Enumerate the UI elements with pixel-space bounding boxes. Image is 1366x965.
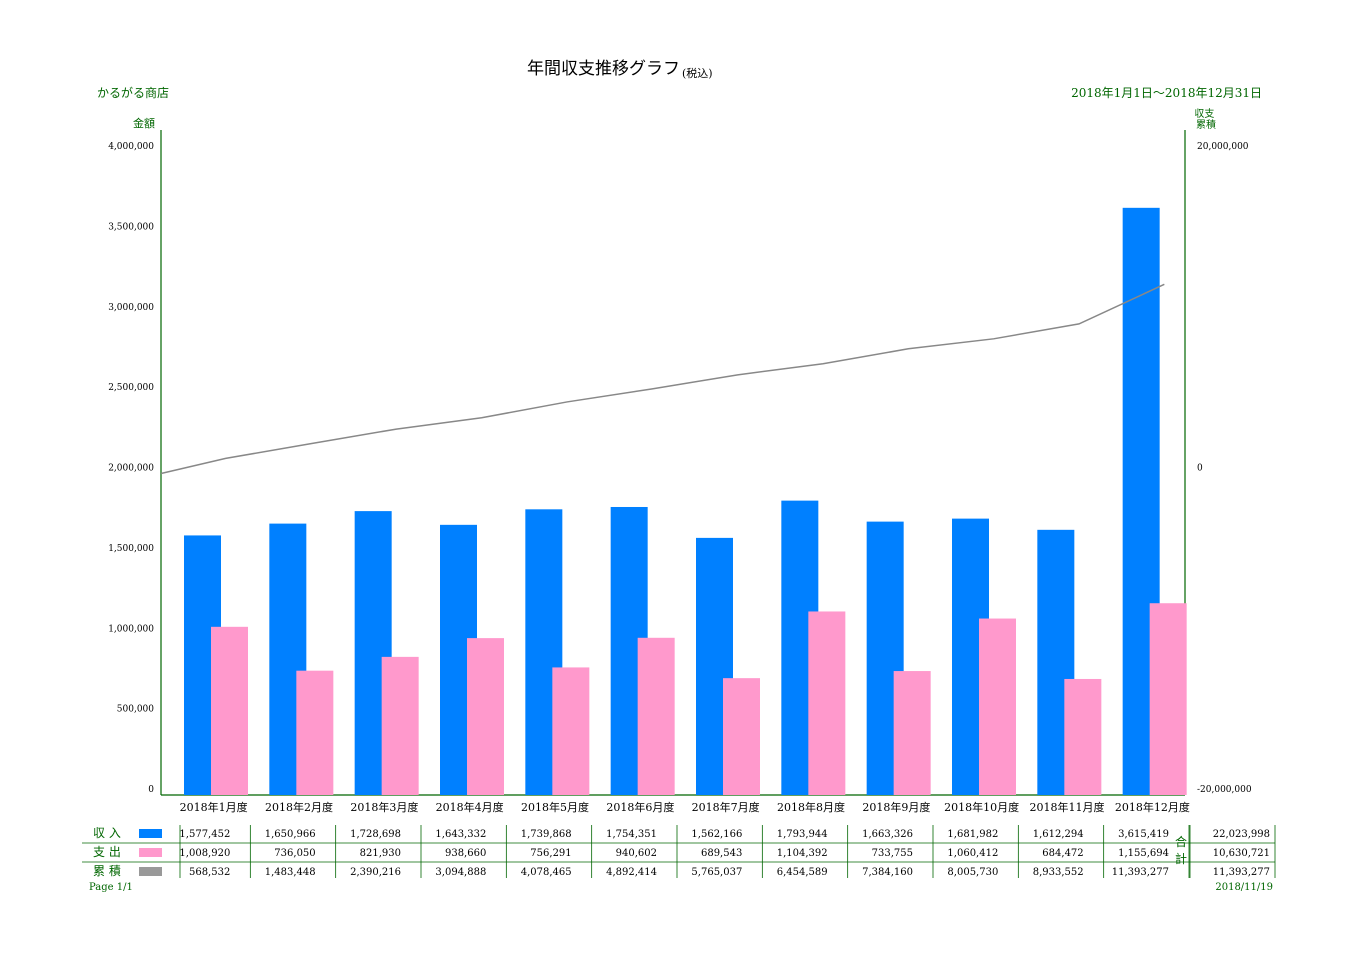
x-tick-label: 2018年6月度 [606,800,674,814]
bar-expense [1064,678,1102,795]
legend-label: 収 入 [93,826,121,840]
table-total: 10,630,721 [1213,848,1270,859]
table-cell: 1,060,412 [947,848,998,859]
table-cell: 1,577,452 [179,829,230,840]
table-cell: 821,930 [360,848,401,859]
x-tick-label: 2018年1月度 [180,800,248,814]
table-cell: 2,390,216 [350,867,401,878]
cumulative-line-series [160,283,1165,475]
table-total: 11,393,277 [1213,867,1270,878]
bar-expense [979,618,1016,795]
x-axis-tick-labels: 2018年1月度 2018年2月度 2018年3月度 2018年4月度 2018年5月度… [180,800,1190,814]
period: 2018年1月1日～2018年12月31日 [1071,86,1262,100]
table-cell: 1,104,392 [777,848,828,859]
table-cell: 7,384,160 [862,867,913,878]
x-tick-label: 2018年12月度 [1115,800,1190,814]
y2-tick-label: 20,000,000 [1197,142,1249,152]
x-tick-label: 2018年11月度 [1030,800,1105,814]
x-tick-label: 2018年10月度 [944,800,1019,814]
y-axis-label: 金額 [133,116,155,130]
legend-swatch [139,848,162,857]
y-tick-label: 3,000,000 [108,303,154,313]
table-cell: 568,532 [189,867,230,878]
bar-expense [723,678,760,795]
y-tick-label: 1,000,000 [108,624,154,634]
x-tick-label: 2018年8月度 [777,800,845,814]
cumulative-line [160,283,1165,475]
table-cell: 8,005,730 [947,867,998,878]
bar-expense [808,611,846,795]
table-cell: 756,291 [530,848,571,859]
y-tick-label: 0 [148,785,154,795]
table-cell: 3,615,419 [1118,829,1169,840]
x-tick-label: 2018年5月度 [521,800,589,814]
x-tick-label: 2018年2月度 [265,800,333,814]
table-cell: 1,612,294 [1033,829,1084,840]
table-cell: 6,454,589 [777,867,828,878]
table-cell: 733,755 [872,848,913,859]
table-total: 22,023,998 [1213,829,1270,840]
y2-axis-label: 収支 累積 [1194,108,1217,131]
bar-expense [211,626,248,795]
table-cell: 3,094,888 [435,867,486,878]
bar-series [184,207,1187,795]
table-cell: 1,483,448 [265,867,316,878]
table-cell: 1,562,166 [691,829,742,840]
bar-expense [296,670,334,795]
y2-axis-ticks: -20,000,000 0 20,000,000 [1197,142,1252,795]
legend-label: 累 積 [93,863,121,878]
table-cell: 1,739,868 [521,829,572,840]
bar-expense [552,667,590,795]
table-cell: 5,765,037 [691,867,742,878]
table-cell: 1,155,694 [1118,848,1169,859]
print-date: 2018/11/19 [1215,882,1273,893]
y-axis-ticks: 0 500,000 1,000,000 1,500,000 2,000,000 2,500… [108,142,154,795]
x-tick-label: 2018年4月度 [436,800,504,814]
chart-title: 年間収支推移グラフ [527,59,680,79]
table-cell: 689,543 [701,848,742,859]
table-cell: 1,728,698 [350,829,401,840]
table-cell: 1,681,982 [947,829,998,840]
table-cell: 684,472 [1042,848,1083,859]
table-cell: 1,650,966 [265,829,316,840]
table-cell: 736,050 [274,848,315,859]
chart-title-suffix: (税込) [682,66,713,80]
bar-expense [893,671,931,795]
total-label: 合 [1175,834,1187,849]
shop-name: かるがる商店 [97,85,169,100]
y-tick-label: 4,000,000 [108,142,154,152]
x-tick-label: 2018年9月度 [862,800,930,814]
y2-tick-label: 0 [1197,464,1203,474]
y-tick-label: 2,500,000 [108,383,154,393]
table-cell: 1,793,944 [777,829,828,840]
table-cell: 940,602 [616,848,657,859]
x-tick-label: 2018年7月度 [692,800,760,814]
y-tick-label: 1,500,000 [108,544,154,554]
bar-expense [1149,603,1187,795]
table-cell: 4,078,465 [521,867,572,878]
table-cell: 4,892,414 [606,867,657,878]
table-cell: 1,643,332 [435,829,486,840]
bar-expense [467,638,504,795]
x-tick-label: 2018年3月度 [350,800,418,814]
data-table: 収 入 1,577,452 1,650,966 1,728,698 1,643,332 1… [82,825,1276,878]
table-cell: 1,754,351 [606,829,657,840]
y-tick-label: 500,000 [117,705,154,715]
legend-label: 支 出 [93,845,121,859]
table-cell: 11,393,277 [1112,867,1169,878]
table-cell: 1,663,326 [862,829,913,840]
y-tick-label: 2,000,000 [108,464,154,474]
bar-expense [637,637,675,795]
table-cell: 8,933,552 [1033,867,1084,878]
total-label: 計 [1175,851,1187,866]
page-number: Page 1/1 [89,882,133,893]
y-tick-label: 3,500,000 [108,222,154,232]
bar-expense [381,656,419,795]
legend-swatch [139,829,162,838]
legend-swatch [139,867,162,876]
table-cell: 938,660 [445,848,486,859]
table-cell: 1,008,920 [179,848,230,859]
y2-tick-label: -20,000,000 [1197,785,1252,795]
